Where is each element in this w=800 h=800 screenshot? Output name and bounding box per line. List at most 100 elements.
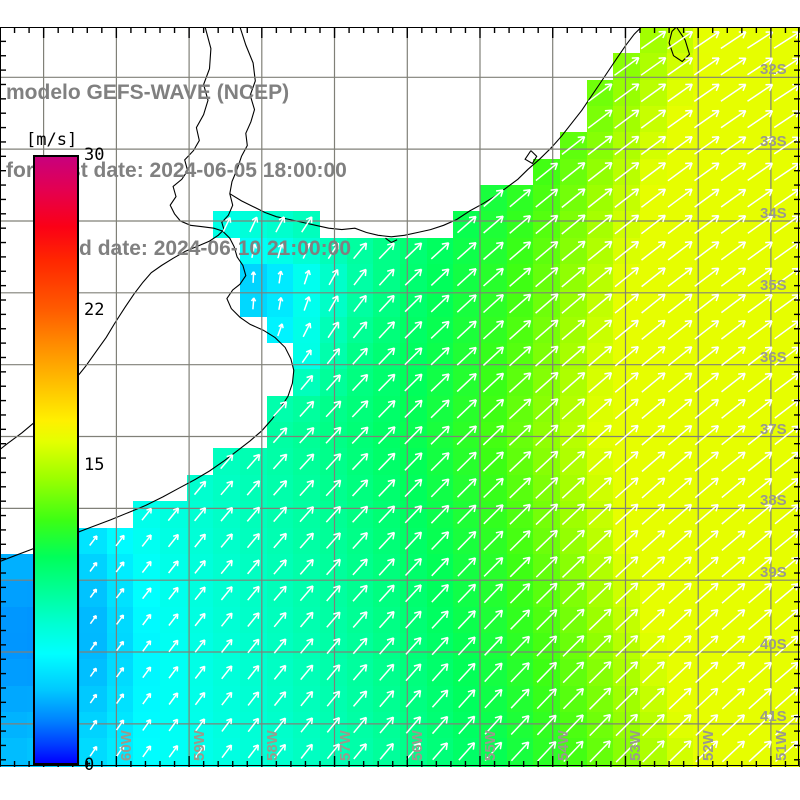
wind-arrow — [667, 319, 693, 340]
wind-arrow — [273, 664, 287, 680]
wind-arrow — [168, 665, 179, 679]
wind-arrow — [668, 661, 692, 684]
wind-arrow — [352, 505, 369, 523]
wind-arrow — [115, 534, 125, 547]
wind-arrow — [482, 451, 504, 472]
wind-arrow — [168, 692, 179, 705]
wind-arrow — [142, 640, 152, 652]
wind-arrow — [587, 214, 613, 235]
wind-arrow — [250, 243, 258, 258]
wind-arrow — [457, 610, 476, 630]
wind-arrow — [457, 636, 476, 656]
wind-arrow — [747, 267, 773, 287]
wind-arrow — [667, 30, 694, 50]
colorbar-tick-label: 15 — [84, 454, 105, 475]
wind-arrow — [194, 533, 206, 548]
wind-arrow — [482, 320, 505, 340]
wind-arrow — [641, 687, 665, 710]
wind-arrow — [561, 319, 586, 341]
wind-arrow — [325, 532, 341, 549]
wind-arrow — [747, 215, 773, 234]
coastline-segment — [169, 27, 223, 232]
wind-arrow — [430, 320, 450, 339]
wind-arrow — [641, 582, 666, 605]
wind-arrow — [561, 555, 585, 578]
wind-arrow — [352, 611, 368, 628]
lon-tick-label: 56W — [409, 730, 427, 761]
wind-arrow — [326, 585, 341, 602]
wind-arrow — [328, 268, 339, 286]
wind-arrow — [299, 400, 315, 418]
wind-arrow — [220, 533, 233, 548]
wind-arrow — [721, 503, 746, 525]
wind-arrow — [456, 346, 477, 366]
wind-arrow — [431, 715, 449, 735]
wind-arrow — [378, 242, 395, 260]
wind-arrow — [614, 83, 640, 103]
wind-arrow — [115, 640, 125, 652]
wind-arrow — [484, 688, 503, 709]
wind-arrow — [508, 450, 532, 473]
wind-arrow — [221, 717, 233, 732]
wind-arrow — [561, 162, 586, 182]
wind-arrow — [221, 744, 233, 759]
wind-arrow — [379, 663, 395, 681]
wind-arrow — [641, 477, 666, 499]
wind-arrow — [430, 242, 450, 260]
wind-arrow — [641, 372, 666, 393]
wind-arrow — [747, 504, 773, 525]
wind-arrow — [747, 110, 774, 129]
wind-arrow — [168, 718, 179, 732]
lat-tick-label: 35S — [760, 276, 787, 294]
wind-arrow — [142, 745, 152, 758]
wind-arrow — [89, 641, 97, 651]
wind-arrow — [747, 83, 774, 102]
wind-arrow — [668, 556, 692, 578]
wind-arrow — [221, 638, 233, 653]
lat-tick-label: 36S — [760, 348, 787, 366]
wind-arrow — [168, 586, 179, 600]
wind-arrow — [641, 661, 665, 684]
wind-arrow — [747, 57, 774, 76]
wind-arrow — [509, 556, 531, 578]
wind-arrow — [695, 661, 719, 684]
wind-arrow — [668, 608, 692, 631]
wind-arrow — [614, 109, 640, 129]
wind-arrow — [299, 611, 314, 628]
wind-arrow — [220, 586, 233, 601]
wind-arrow — [404, 294, 423, 313]
wind-arrow — [352, 690, 368, 707]
wind-arrow — [536, 608, 558, 631]
wind-arrow — [273, 585, 287, 601]
wind-arrow — [325, 374, 341, 391]
wind-arrow — [456, 320, 477, 340]
wind-arrow — [325, 505, 342, 523]
wind-arrow — [115, 745, 125, 758]
wind-arrow — [326, 743, 340, 760]
wind-arrow — [667, 214, 693, 235]
wind-arrow — [747, 320, 773, 340]
lon-tick-label: 52W — [700, 730, 718, 761]
wind-arrow — [536, 635, 558, 657]
wind-arrow — [456, 478, 477, 498]
lon-tick-label: 58W — [263, 730, 281, 761]
wind-arrow — [274, 743, 287, 759]
wind-arrow — [694, 136, 720, 155]
wind-arrow — [326, 347, 341, 365]
wind-arrow — [615, 477, 639, 499]
wind-arrow — [167, 507, 180, 522]
wind-arrow — [588, 372, 613, 393]
lat-tick-label: 32S — [760, 61, 787, 79]
wind-arrow — [615, 529, 639, 552]
wind-arrow — [642, 713, 665, 737]
wind-arrow — [748, 556, 773, 578]
wind-arrow — [301, 216, 313, 233]
wind-arrow — [694, 372, 720, 393]
wind-arrow — [720, 241, 747, 261]
wind-arrow — [747, 451, 773, 472]
wind-arrow — [721, 556, 746, 578]
wind-arrow — [456, 372, 477, 393]
wind-arrow — [641, 635, 666, 657]
wind-arrow — [274, 717, 287, 733]
wind-arrow — [277, 323, 284, 337]
